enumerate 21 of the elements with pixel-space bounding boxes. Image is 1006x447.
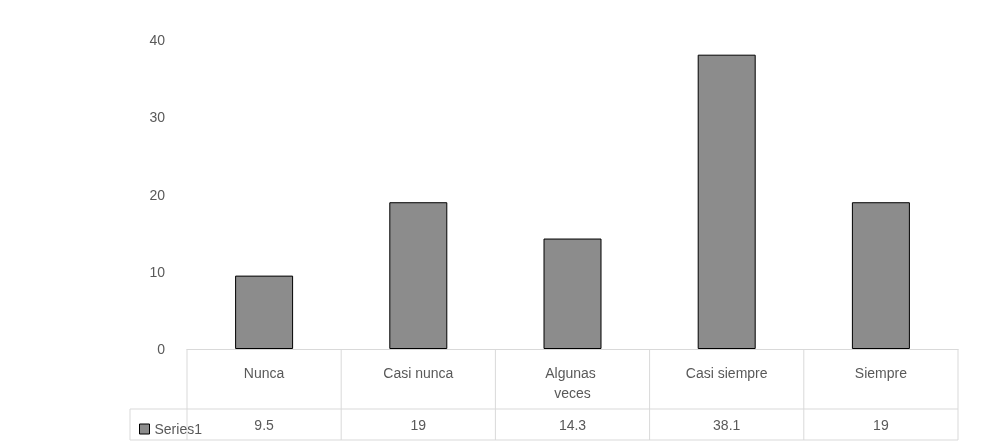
x-tick-label: Algunas veces (545, 365, 600, 401)
bar (235, 275, 294, 349)
y-tick-label: 20 (149, 186, 166, 203)
legend-label: Series1 (154, 421, 203, 437)
y-tick-label: 40 (149, 32, 166, 48)
y-tick-label: 30 (149, 109, 166, 126)
data-label: 19 (873, 416, 889, 433)
data-label: 38.1 (713, 416, 741, 433)
x-tick-label: Casi siempre (685, 365, 768, 381)
x-tick-label: Nunca (243, 365, 285, 381)
x-tick-label: Siempre (854, 365, 908, 381)
data-label: 9.5 (254, 416, 275, 433)
data-label: 14.3 (558, 416, 587, 433)
x-tick-label: Casi nunca (383, 365, 454, 381)
bar (851, 202, 910, 349)
bar (543, 238, 602, 349)
y-tick-label: 10 (149, 263, 166, 280)
bar (697, 54, 756, 349)
data-label: 19 (410, 416, 427, 433)
bar (389, 202, 448, 349)
y-tick-label: 0 (157, 341, 166, 357)
